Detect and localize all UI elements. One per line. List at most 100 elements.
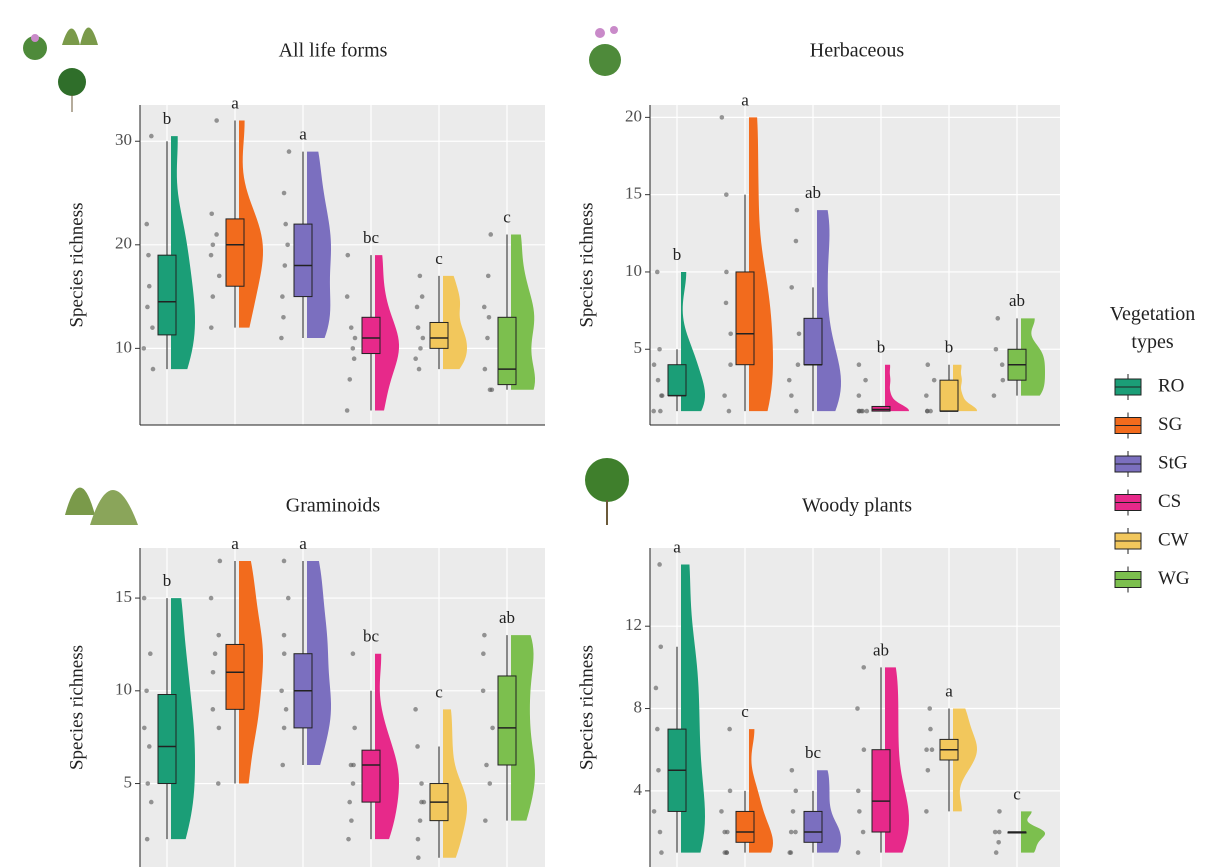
y-tick-label: 15: [625, 184, 642, 203]
data-point: [722, 830, 727, 835]
box: [226, 219, 244, 286]
data-point: [728, 362, 733, 367]
data-point: [287, 149, 292, 154]
box: [804, 811, 822, 842]
data-point: [481, 689, 486, 694]
y-tick-label: 20: [115, 234, 132, 253]
box: [498, 317, 516, 384]
data-point: [209, 211, 214, 216]
data-point: [789, 393, 794, 398]
data-point: [656, 378, 661, 383]
data-point: [420, 294, 425, 299]
box: [362, 750, 380, 802]
data-point: [924, 393, 929, 398]
significance-letter: b: [877, 338, 886, 357]
data-point: [862, 747, 867, 752]
significance-letter: a: [741, 90, 749, 109]
y-tick-label: 5: [124, 772, 133, 791]
data-point: [145, 837, 150, 842]
data-point: [282, 651, 287, 656]
significance-letter: a: [299, 534, 307, 553]
data-point: [349, 818, 354, 823]
legend-label: StG: [1158, 452, 1188, 473]
data-point: [217, 274, 222, 279]
data-point: [149, 800, 154, 805]
y-tick-label: 5: [634, 338, 643, 357]
data-point: [725, 850, 730, 855]
data-point: [282, 191, 287, 196]
box: [940, 380, 958, 411]
data-point: [656, 768, 661, 773]
data-point: [1000, 362, 1005, 367]
data-point: [418, 818, 423, 823]
data-point: [347, 377, 352, 382]
data-point: [216, 781, 221, 786]
data-point: [727, 409, 732, 414]
data-point: [490, 726, 495, 731]
data-point: [485, 336, 490, 341]
data-point: [419, 781, 424, 786]
data-point: [722, 393, 727, 398]
data-point: [659, 393, 664, 398]
data-point: [418, 274, 423, 279]
plant-icon: [585, 458, 629, 525]
data-point: [286, 596, 291, 601]
y-axis-label: Species richness: [66, 645, 87, 770]
data-point: [150, 325, 155, 330]
panel-background: [140, 105, 545, 425]
data-point: [352, 726, 357, 731]
data-point: [279, 689, 284, 694]
data-point: [655, 727, 660, 732]
significance-letter: a: [673, 537, 681, 556]
data-point: [415, 305, 420, 310]
y-axis-label: Species richness: [576, 202, 597, 327]
data-point: [285, 243, 290, 248]
data-point: [859, 409, 864, 414]
legend-label: WG: [1158, 568, 1190, 589]
box: [158, 695, 176, 784]
data-point: [416, 855, 421, 860]
legend-title: Vegetation types: [1100, 300, 1205, 356]
box: [430, 322, 448, 348]
data-point: [148, 651, 153, 656]
data-point: [796, 362, 801, 367]
data-point: [345, 253, 350, 258]
data-point: [659, 850, 664, 855]
data-point: [655, 270, 660, 275]
data-point: [216, 633, 221, 638]
data-point: [856, 789, 861, 794]
data-point: [413, 356, 418, 361]
data-point: [141, 346, 146, 351]
significance-letter: c: [1013, 784, 1021, 803]
y-tick-label: 10: [115, 337, 132, 356]
data-point: [791, 809, 796, 814]
data-point: [283, 222, 288, 227]
data-point: [486, 274, 491, 279]
data-point: [211, 243, 216, 248]
data-point: [924, 747, 929, 752]
data-point: [346, 837, 351, 842]
box: [294, 224, 312, 296]
data-point: [144, 222, 149, 227]
data-point: [787, 850, 792, 855]
data-point: [282, 633, 287, 638]
data-point: [147, 744, 152, 749]
data-point: [213, 651, 218, 656]
data-point: [282, 726, 287, 731]
data-point: [209, 253, 214, 258]
significance-letter: ab: [499, 608, 515, 627]
data-point: [790, 768, 795, 773]
data-point: [724, 301, 729, 306]
data-point: [419, 800, 424, 805]
box: [362, 317, 380, 353]
data-point: [652, 809, 657, 814]
data-point: [924, 809, 929, 814]
data-point: [418, 346, 423, 351]
box: [804, 318, 822, 364]
y-axis-label: Species richness: [576, 645, 597, 770]
data-point: [482, 305, 487, 310]
data-point: [997, 809, 1002, 814]
data-point: [214, 232, 219, 237]
data-point: [995, 316, 1000, 321]
data-point: [794, 409, 799, 414]
